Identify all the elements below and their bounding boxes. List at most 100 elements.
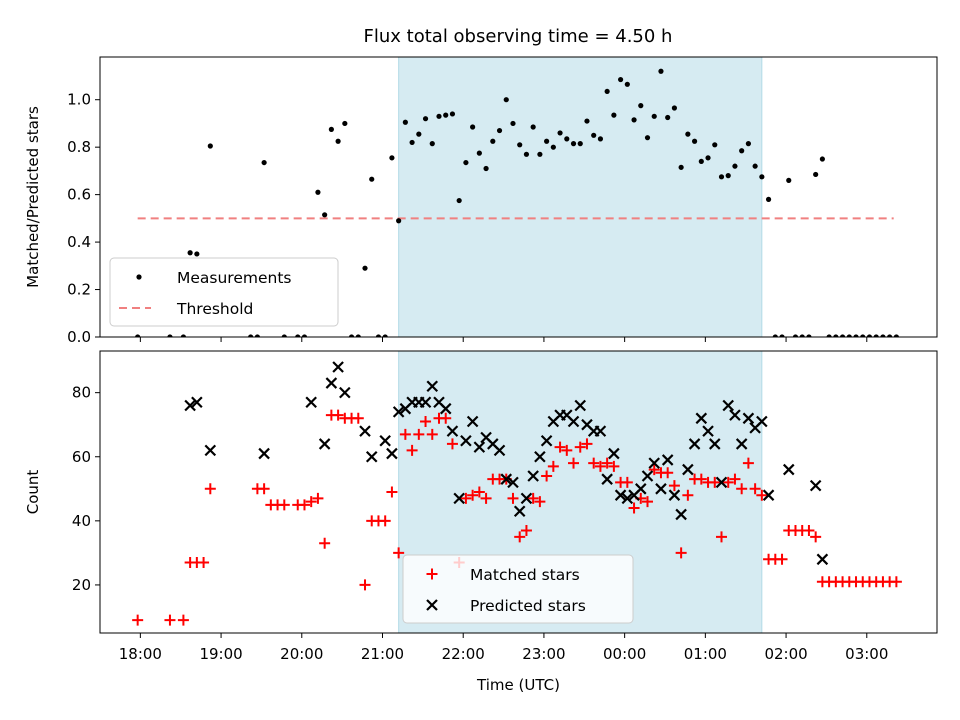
data-point — [725, 173, 731, 179]
data-point — [765, 196, 772, 202]
data-point — [436, 113, 442, 119]
x-tick-label: 23:00 — [522, 645, 565, 663]
x-tick-label: 20:00 — [280, 645, 323, 663]
data-point — [332, 409, 344, 421]
data-point — [806, 334, 812, 337]
x-tick-label: 19:00 — [199, 645, 242, 663]
data-point — [890, 576, 902, 588]
data-point — [803, 524, 815, 536]
data-point — [443, 112, 449, 118]
data-point — [729, 409, 741, 421]
data-point — [527, 470, 539, 482]
data-point — [685, 131, 691, 137]
data-point — [500, 473, 513, 485]
data-point — [853, 334, 859, 337]
data-point — [671, 105, 678, 111]
data-point — [887, 334, 893, 337]
data-point — [328, 126, 334, 132]
data-point — [695, 473, 707, 485]
data-point — [739, 148, 745, 154]
x-tick-label: 02:00 — [764, 645, 807, 663]
bottom-panel: 20 40 60 80 18:00 19:00 20:00 21:00 22:00 23:00 00… — [24, 350, 938, 694]
series-measurements — [135, 68, 899, 337]
data-point — [332, 361, 344, 373]
data-point — [419, 396, 432, 409]
y-tick-label: 0.4 — [67, 233, 91, 251]
data-point — [446, 438, 458, 450]
data-point — [463, 159, 469, 166]
x-tick-label: 22:00 — [442, 645, 485, 663]
y-tick-label: 1.0 — [67, 91, 91, 109]
data-point — [204, 483, 216, 495]
data-point — [541, 470, 553, 482]
data-point — [742, 457, 754, 469]
data-point — [557, 130, 563, 136]
data-point — [584, 118, 590, 124]
data-point — [446, 425, 459, 437]
data-point — [880, 334, 886, 337]
data-point — [352, 412, 364, 424]
data-point — [426, 380, 439, 393]
data-point — [810, 531, 822, 543]
data-point — [544, 138, 550, 144]
data-point — [325, 377, 338, 389]
data-point — [618, 76, 624, 83]
data-point — [439, 402, 452, 415]
data-point — [490, 138, 496, 144]
data-point — [776, 553, 788, 565]
data-point — [537, 151, 543, 157]
data-point — [722, 399, 734, 412]
legend-label: Threshold — [176, 300, 253, 318]
data-point — [496, 127, 503, 134]
data-point — [561, 444, 573, 456]
data-point — [429, 141, 435, 147]
data-point — [570, 141, 577, 147]
data-point — [611, 112, 617, 118]
data-point — [651, 113, 657, 119]
data-point — [184, 399, 196, 412]
data-point — [695, 412, 708, 425]
data-point — [187, 250, 193, 256]
data-point — [642, 496, 654, 508]
x-axis-label: Time (UTC) — [476, 676, 560, 694]
data-point — [348, 334, 355, 337]
data-point — [846, 334, 852, 337]
data-point — [574, 399, 587, 412]
data-point — [467, 489, 479, 501]
plot-frame — [99, 56, 938, 338]
data-point — [507, 476, 519, 489]
data-point — [866, 334, 873, 337]
x-tick-label: 01:00 — [684, 645, 727, 663]
data-point — [399, 428, 411, 440]
legend-marker — [426, 599, 438, 611]
data-point — [456, 197, 462, 204]
data-point — [564, 136, 570, 142]
y-tick-label: 0.2 — [67, 281, 91, 299]
data-point — [833, 334, 839, 337]
data-point — [365, 450, 378, 463]
data-point — [362, 265, 368, 271]
data-point — [860, 334, 866, 337]
data-point — [413, 428, 425, 440]
data-point — [742, 412, 755, 425]
data-point — [628, 502, 640, 514]
data-point — [715, 476, 728, 489]
data-point — [631, 117, 637, 123]
data-point — [712, 142, 718, 148]
data-point — [574, 441, 586, 453]
y-tick-label: 80 — [72, 384, 91, 402]
data-point — [648, 457, 661, 469]
data-point — [295, 334, 301, 337]
data-point — [752, 163, 758, 169]
data-point — [893, 334, 899, 337]
data-point — [665, 114, 671, 121]
y-tick-label: 60 — [72, 448, 91, 466]
data-point — [601, 473, 613, 485]
data-point — [709, 476, 721, 488]
data-point — [638, 103, 644, 109]
data-point — [355, 334, 361, 337]
data-point — [132, 614, 144, 626]
data-point — [718, 174, 725, 180]
data-point — [342, 120, 348, 127]
